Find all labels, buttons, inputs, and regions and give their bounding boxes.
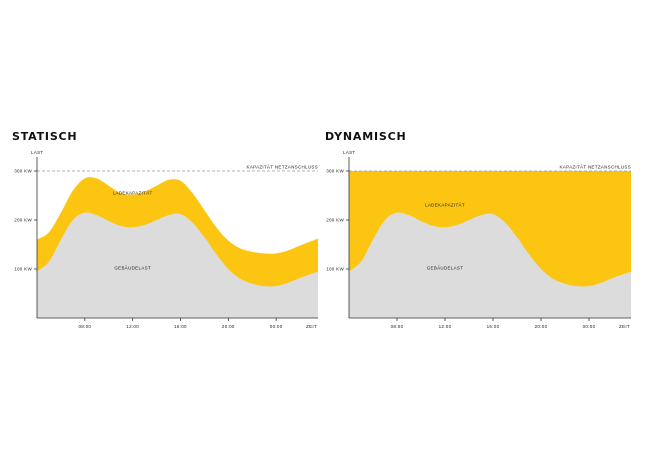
statisch-capacity-label: KAPAZITÄT NETZANSCHLUSS [247, 164, 319, 170]
dynamisch-label-ladekapazitaet: LADEKAPAZITÄT [425, 201, 465, 207]
statisch-xtick-label-2: 16:00 [174, 324, 187, 329]
dynamisch-chart-title: DYNAMISCH [325, 130, 406, 143]
statisch-xtick-label-1: 12:00 [126, 324, 139, 329]
statisch-ytick-label-300: 300 KW [14, 169, 32, 174]
statisch-chart-title: STATISCH [12, 130, 77, 143]
statisch-xlabel: ZEIT [306, 324, 317, 329]
dynamisch-xtick-label-4: 00:00 [583, 324, 596, 329]
dynamisch-ytick-label-100: 100 KW [326, 267, 344, 272]
dynamisch-ylabel: LAST [343, 150, 355, 155]
statisch-ytick-label-200: 200 KW [14, 218, 32, 223]
statisch-xtick-label-3: 20:00 [222, 324, 235, 329]
dynamisch-xtick-label-0: 08:00 [391, 324, 404, 329]
statisch-xtick-label-4: 00:00 [270, 324, 283, 329]
statisch-ylabel: LAST [31, 150, 43, 155]
dynamisch-ytick-label-200: 200 KW [326, 218, 344, 223]
dynamisch-series-gebaeudelast [349, 212, 631, 318]
dynamisch-xtick-label-1: 12:00 [439, 324, 452, 329]
statisch-label-ladekapazitaet: LADEKAPAZITÄT [113, 190, 153, 196]
dynamisch-ytick-label-300: 300 KW [326, 169, 344, 174]
dynamisch-xtick-label-2: 16:00 [487, 324, 500, 329]
dynamisch-xlabel: ZEIT [619, 324, 630, 329]
statisch-ytick-label-100: 100 KW [14, 267, 32, 272]
statisch-series-gebaeudelast [37, 212, 318, 318]
statisch-label-gebaeudelast: GEBÄUDELAST [114, 264, 151, 270]
statisch-xtick-label-0: 08:00 [78, 324, 91, 329]
dynamisch-label-gebaeudelast: GEBÄUDELAST [427, 264, 464, 270]
dynamisch-xtick-label-3: 20:00 [535, 324, 548, 329]
dynamisch-capacity-label: KAPAZITÄT NETZANSCHLUSS [560, 164, 632, 170]
